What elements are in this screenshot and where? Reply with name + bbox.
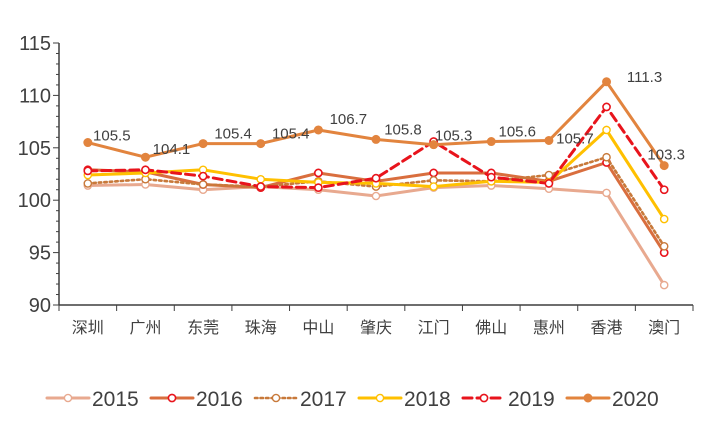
data-point [659, 242, 669, 251]
series-2015 [83, 180, 669, 290]
series-2020 [83, 77, 669, 171]
data-point [479, 393, 489, 403]
legend-label: 2017 [300, 388, 347, 411]
data-point [83, 179, 93, 188]
data-label: 105.6 [498, 124, 536, 141]
data-point [659, 280, 669, 290]
data-point [602, 77, 612, 87]
data-point [375, 393, 385, 403]
legend-item-2016: 2016 [149, 388, 243, 411]
data-point [602, 152, 611, 162]
data-label: 111.3 [627, 69, 662, 86]
x-tick-label: 深圳 [72, 318, 104, 337]
data-point [83, 166, 93, 176]
data-label: 104.1 [153, 141, 191, 158]
data-point [371, 173, 381, 183]
data-label: 105.4 [214, 126, 252, 143]
legend-item-2018: 2018 [357, 388, 451, 411]
x-tick-label: 香港 [591, 318, 623, 337]
data-point [659, 161, 669, 171]
x-tick-label: 东莞 [187, 318, 219, 337]
legend-item-2020: 2020 [565, 388, 659, 411]
y-tick-label: 95 [29, 243, 51, 265]
data-point [602, 188, 611, 198]
data-point [271, 393, 281, 403]
x-tick-label: 惠州 [533, 318, 565, 337]
data-point [583, 393, 593, 403]
y-tick-label: 100 [18, 190, 51, 212]
data-point [371, 134, 381, 144]
legend-item-2017: 2017 [253, 388, 347, 411]
data-point [63, 393, 73, 403]
data-point [313, 125, 323, 135]
data-point [659, 185, 669, 195]
y-tick-label: 105 [18, 138, 51, 160]
data-label: 105.7 [556, 130, 594, 147]
data-point [486, 172, 496, 182]
data-point [429, 140, 439, 150]
data-point [371, 191, 381, 201]
x-tick-label: 佛山 [475, 318, 507, 337]
series-2017 [83, 152, 669, 251]
y-tick-label: 90 [29, 295, 51, 317]
y-tick-label: 115 [19, 33, 51, 55]
data-point [140, 152, 150, 162]
legend-label: 2020 [612, 388, 659, 411]
y-tick-label: 110 [19, 85, 51, 107]
data-point [313, 168, 323, 178]
data-label: 105.4 [272, 126, 310, 143]
x-tick-label: 肇庆 [360, 318, 392, 337]
legend-label: 2015 [92, 388, 139, 411]
data-point [167, 393, 177, 403]
data-point [429, 168, 439, 178]
data-point [256, 174, 266, 184]
data-label: 105.8 [384, 121, 422, 138]
legend-label: 2018 [404, 388, 451, 411]
legend-item-2019: 2019 [461, 388, 555, 411]
data-point [198, 171, 208, 181]
x-tick-label: 珠海 [245, 318, 277, 337]
data-point [602, 102, 611, 112]
data-point [544, 179, 554, 188]
data-point [198, 139, 208, 149]
x-tick-label: 澳门 [648, 318, 680, 337]
data-point [83, 138, 93, 148]
legend-label: 2019 [508, 388, 555, 411]
data-point [256, 182, 266, 191]
x-tick-label: 江门 [418, 318, 450, 337]
data-point [429, 182, 438, 191]
data-label: 106.7 [330, 111, 368, 128]
x-tick-label: 中山 [302, 318, 334, 337]
data-label: 103.3 [647, 147, 685, 164]
legend-label: 2016 [196, 388, 243, 411]
data-point [198, 180, 208, 189]
data-point [141, 165, 150, 175]
data-point [486, 137, 496, 147]
data-label: 105.5 [93, 128, 131, 145]
series-2019 [83, 102, 669, 195]
data-point [602, 125, 611, 135]
x-tick-label: 广州 [129, 318, 161, 337]
data-point [313, 183, 323, 193]
data-point [544, 135, 554, 145]
data-point [256, 139, 266, 149]
legend-item-2015: 2015 [45, 388, 139, 411]
data-point [659, 214, 669, 224]
data-label: 105.3 [435, 128, 473, 145]
